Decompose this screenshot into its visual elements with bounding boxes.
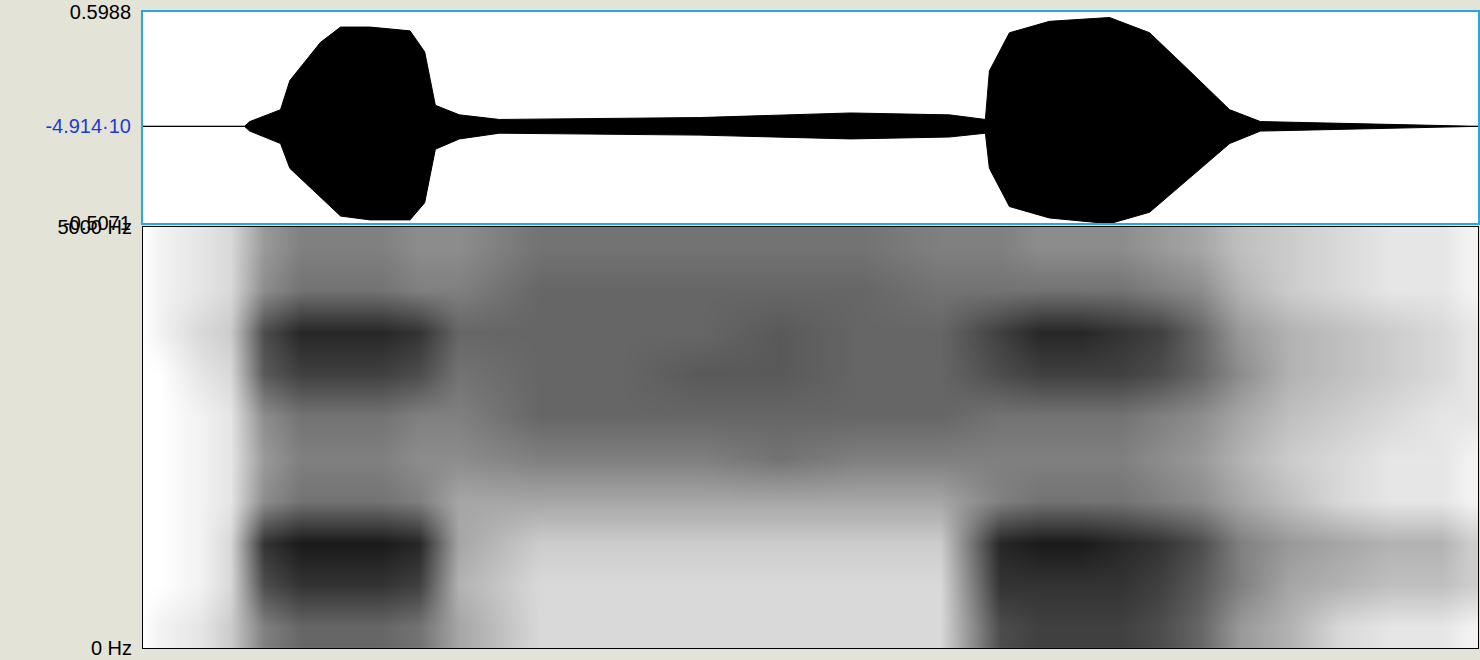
svg-text:5000 Hz: 5000 Hz — [58, 216, 133, 238]
svg-text:-4.914·10: -4.914·10 — [45, 115, 131, 137]
svg-text:-0.5071: -0.5071 — [63, 212, 131, 234]
svg-text:0.5988: 0.5988 — [70, 1, 131, 23]
svg-text:0 Hz: 0 Hz — [91, 637, 132, 659]
